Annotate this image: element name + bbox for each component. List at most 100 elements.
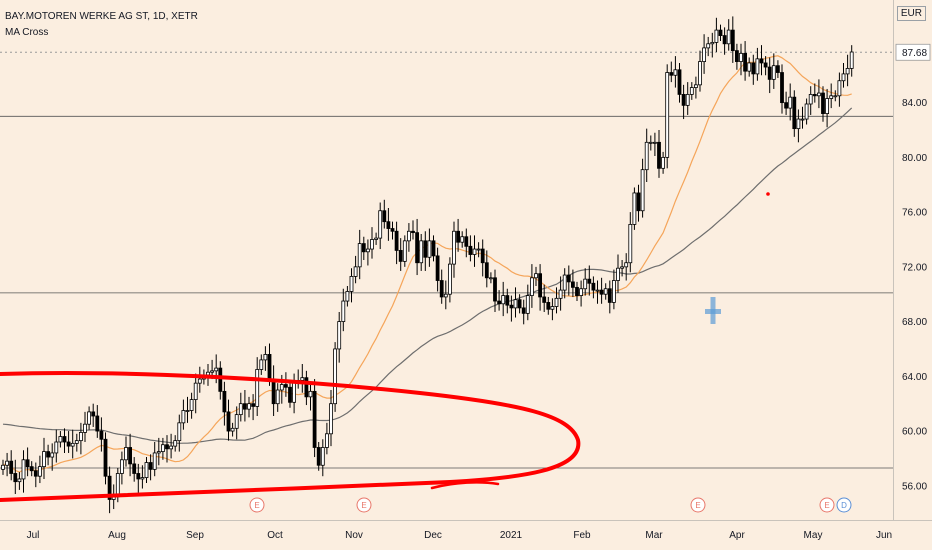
candle bbox=[390, 228, 395, 232]
candle bbox=[812, 94, 817, 97]
event-marker-letter: E bbox=[254, 501, 259, 510]
symbol-title: BAY.MOTOREN WERKE AG ST, 1D, XETR bbox=[5, 11, 198, 22]
candle bbox=[730, 29, 735, 52]
candle bbox=[357, 243, 362, 268]
candle bbox=[329, 403, 333, 435]
candle bbox=[95, 415, 100, 432]
x-tick-label: Mar bbox=[645, 530, 663, 541]
event-marker-letter: E bbox=[824, 501, 829, 510]
candle bbox=[58, 436, 63, 443]
candle bbox=[530, 277, 534, 296]
candle bbox=[333, 348, 338, 405]
candle bbox=[263, 354, 268, 361]
candle bbox=[767, 66, 772, 80]
candle bbox=[152, 452, 157, 470]
candle bbox=[279, 384, 284, 391]
candle bbox=[300, 377, 305, 381]
indicator-label[interactable]: MA Cross bbox=[5, 27, 49, 38]
candle bbox=[714, 29, 719, 43]
candle bbox=[464, 236, 469, 247]
candle bbox=[792, 96, 797, 130]
candle bbox=[546, 302, 551, 310]
hand-drawn-ellipse-annotation[interactable] bbox=[0, 370, 581, 502]
candle bbox=[550, 306, 555, 310]
candle bbox=[99, 430, 104, 440]
candle bbox=[566, 274, 571, 283]
candle bbox=[780, 72, 784, 104]
earnings-event-marker[interactable] bbox=[690, 497, 706, 513]
candle bbox=[456, 230, 461, 243]
candle bbox=[415, 232, 420, 264]
x-tick-label: Jul bbox=[27, 530, 40, 541]
event-marker-letter: E bbox=[361, 501, 366, 510]
candle bbox=[378, 210, 383, 239]
candle bbox=[189, 399, 194, 411]
candle bbox=[423, 240, 428, 258]
candle bbox=[607, 288, 612, 303]
candle bbox=[685, 94, 690, 106]
last-price-label: 87.68 bbox=[902, 48, 927, 59]
candle bbox=[320, 447, 325, 466]
candle bbox=[308, 390, 313, 398]
candle bbox=[259, 359, 264, 370]
candle bbox=[361, 243, 366, 253]
candle bbox=[575, 286, 579, 296]
candle bbox=[382, 210, 387, 223]
candle bbox=[271, 378, 276, 405]
candle bbox=[222, 390, 227, 413]
candle bbox=[136, 473, 141, 480]
earnings-event-marker[interactable] bbox=[356, 497, 372, 513]
earnings-event-marker[interactable] bbox=[819, 497, 835, 513]
last-price-badge bbox=[895, 43, 931, 61]
dividend-event-marker[interactable] bbox=[836, 497, 852, 513]
y-tick-label: 76.00 bbox=[902, 208, 927, 219]
candle bbox=[554, 297, 559, 307]
candle bbox=[677, 69, 682, 95]
candle bbox=[468, 245, 473, 255]
candle bbox=[25, 459, 30, 468]
candle bbox=[83, 423, 87, 433]
candle bbox=[185, 410, 190, 412]
candle bbox=[521, 307, 526, 314]
candle bbox=[226, 411, 231, 432]
y-tick-label: 64.00 bbox=[902, 372, 927, 383]
candle bbox=[784, 102, 788, 109]
candle bbox=[398, 250, 403, 262]
candle bbox=[103, 438, 108, 477]
candle bbox=[120, 459, 124, 474]
candle bbox=[702, 47, 706, 62]
candle bbox=[46, 451, 50, 458]
candle bbox=[788, 96, 793, 109]
candle bbox=[337, 321, 342, 350]
candle bbox=[845, 68, 850, 75]
earnings-event-marker[interactable] bbox=[249, 497, 265, 513]
candle bbox=[718, 29, 723, 36]
candle bbox=[771, 65, 776, 80]
candle bbox=[304, 377, 309, 398]
hand-drawn-stroke-annotation[interactable] bbox=[430, 481, 500, 490]
red-dot-marker bbox=[766, 192, 770, 196]
currency-button[interactable]: EUR bbox=[896, 6, 926, 21]
candle bbox=[517, 299, 522, 309]
candle bbox=[538, 273, 542, 298]
ma-slow-line bbox=[2, 107, 853, 444]
candle bbox=[776, 65, 780, 73]
candle bbox=[525, 295, 530, 314]
candle bbox=[386, 221, 391, 229]
candle bbox=[722, 35, 727, 45]
candle bbox=[128, 447, 133, 465]
candle bbox=[562, 274, 567, 291]
candle bbox=[140, 477, 145, 480]
candle bbox=[648, 141, 653, 144]
candle bbox=[406, 230, 411, 242]
candle bbox=[579, 288, 583, 296]
candle bbox=[5, 460, 9, 466]
y-tick-label: 80.00 bbox=[902, 153, 927, 164]
y-tick-label: 84.00 bbox=[902, 98, 927, 109]
candle bbox=[38, 466, 42, 477]
candle bbox=[17, 478, 22, 483]
candle bbox=[165, 444, 169, 450]
x-tick-label: Jun bbox=[876, 530, 892, 541]
